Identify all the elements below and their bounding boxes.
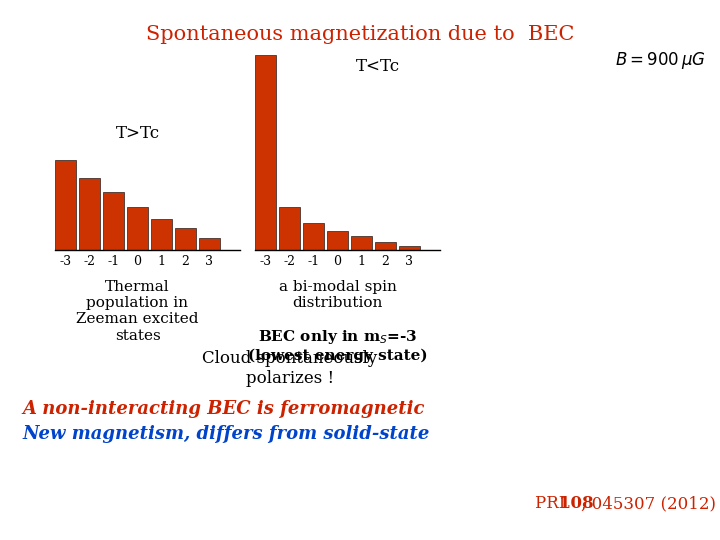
Text: 1: 1 xyxy=(158,255,166,268)
Text: 0: 0 xyxy=(133,255,142,268)
Bar xyxy=(303,222,324,250)
Bar xyxy=(375,242,396,250)
Text: Thermal
population in
Zeeman excited
states: Thermal population in Zeeman excited sta… xyxy=(76,280,199,342)
Bar xyxy=(255,55,276,250)
Bar xyxy=(175,228,196,250)
Bar xyxy=(127,207,148,250)
Text: 3: 3 xyxy=(205,255,214,268)
Bar xyxy=(327,231,348,250)
Bar xyxy=(103,192,124,250)
Text: 2: 2 xyxy=(382,255,390,268)
Text: a bi-modal spin
distribution: a bi-modal spin distribution xyxy=(279,280,397,310)
Text: PRL: PRL xyxy=(535,495,575,512)
Bar xyxy=(151,219,172,250)
Text: Cloud spontaneously
polarizes !: Cloud spontaneously polarizes ! xyxy=(202,350,377,387)
Text: -1: -1 xyxy=(307,255,320,268)
Text: A non-interacting BEC is ferromagnetic: A non-interacting BEC is ferromagnetic xyxy=(22,400,425,418)
Text: -2: -2 xyxy=(284,255,295,268)
Text: -2: -2 xyxy=(84,255,96,268)
Bar xyxy=(399,246,420,250)
Bar xyxy=(79,178,100,250)
Bar xyxy=(351,237,372,250)
Bar xyxy=(279,207,300,250)
Text: -1: -1 xyxy=(107,255,120,268)
Text: 0: 0 xyxy=(333,255,341,268)
Bar xyxy=(199,238,220,250)
Bar xyxy=(55,160,76,250)
Text: T<Tc: T<Tc xyxy=(356,58,400,75)
Text: New magnetism, differs from solid-state: New magnetism, differs from solid-state xyxy=(22,425,429,443)
Text: -3: -3 xyxy=(60,255,71,268)
Text: 108: 108 xyxy=(559,495,593,512)
Text: $B = 900\,\mu G$: $B = 900\,\mu G$ xyxy=(615,50,706,71)
Text: , 045307 (2012): , 045307 (2012) xyxy=(581,495,716,512)
Text: -3: -3 xyxy=(259,255,271,268)
Text: T>Tc: T>Tc xyxy=(115,125,160,142)
Text: 1: 1 xyxy=(358,255,366,268)
Text: Spontaneous magnetization due to  BEC: Spontaneous magnetization due to BEC xyxy=(146,25,574,44)
Text: 2: 2 xyxy=(181,255,189,268)
Text: BEC only in m$_S$=-3
(lowest energy state): BEC only in m$_S$=-3 (lowest energy stat… xyxy=(248,328,427,363)
Text: 3: 3 xyxy=(405,255,413,268)
